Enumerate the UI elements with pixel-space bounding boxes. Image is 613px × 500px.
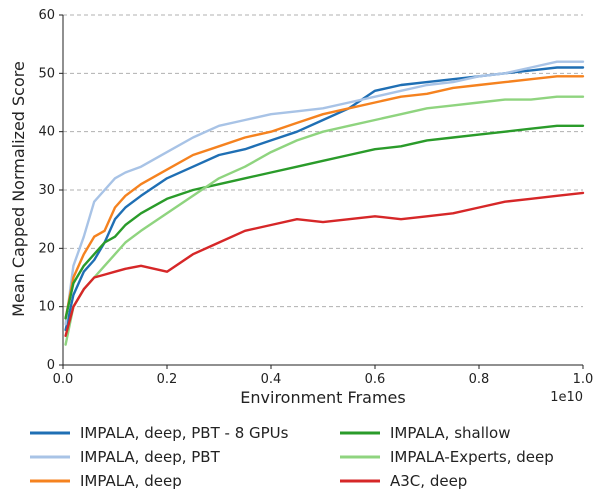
legend-label: IMPALA-Experts, deep: [390, 448, 554, 466]
x-tick-label: 0.8: [469, 372, 490, 387]
legend-label: IMPALA, deep, PBT: [80, 448, 221, 466]
legend: IMPALA, deep, PBT - 8 GPUs IMPALA, deep, …: [30, 424, 554, 490]
y-tick-label: 10: [38, 300, 55, 315]
series-line-5: [64, 95, 585, 346]
legend-label: IMPALA, shallow: [390, 424, 511, 442]
x-tick-label: 0.0: [53, 372, 74, 387]
ticks-layer: 0 10 20 30 40 50 60 0.0 0.2 0.4 0.6 0.8 1.0: [38, 8, 593, 387]
legend-label: A3C, deep: [390, 472, 467, 490]
series-layer: [64, 60, 585, 346]
y-tick-label: 20: [38, 241, 55, 256]
legend-label: IMPALA, deep, PBT - 8 GPUs: [80, 424, 289, 442]
legend-label: IMPALA, deep: [80, 472, 182, 490]
y-tick-label: 0: [47, 358, 55, 373]
series-line-2: [64, 60, 585, 326]
y-tick-label: 40: [38, 125, 55, 140]
y-tick-label: 50: [38, 66, 55, 81]
x-offset-label: 1e10: [550, 390, 583, 405]
x-tick-label: 0.6: [365, 372, 386, 387]
y-axis-label: Mean Capped Normalized Score: [9, 61, 28, 317]
x-tick-label: 0.4: [261, 372, 282, 387]
series-line-4: [64, 124, 585, 320]
x-axis-label: Environment Frames: [240, 388, 405, 407]
y-tick-label: 30: [38, 183, 55, 198]
series-line-6: [64, 191, 585, 337]
x-tick-label: 1.0: [573, 372, 594, 387]
series-line-3: [64, 75, 585, 320]
x-tick-label: 0.2: [157, 372, 178, 387]
y-tick-label: 60: [38, 8, 55, 23]
